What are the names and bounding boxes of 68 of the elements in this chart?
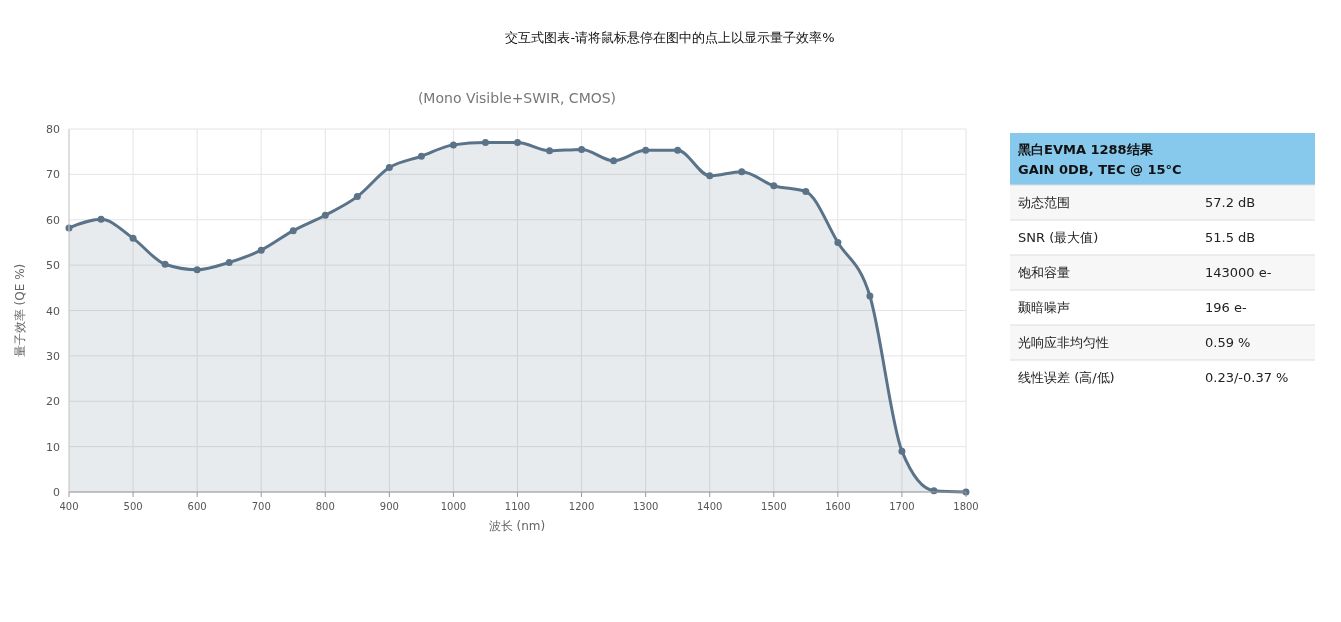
text: 196 e- (1205, 300, 1247, 315)
point (610, 157, 618, 165)
point (578, 145, 586, 153)
point (321, 211, 329, 219)
x-tick-label: 1700 (889, 501, 915, 512)
x-tick-label: 1600 (825, 501, 851, 512)
x-tick-label: 1000 (440, 501, 467, 512)
text: 0.59 % (1205, 335, 1251, 350)
x-axis-title: 波长 (nm) (488, 519, 546, 533)
x-tick-label: 400 (59, 501, 79, 512)
text: 143000 e- (1205, 265, 1272, 280)
text: 57.2 dB (1205, 195, 1256, 210)
point (770, 182, 778, 190)
x-tick-label: 700 (251, 501, 271, 512)
x-tick-label: 600 (187, 501, 207, 512)
point (129, 234, 137, 242)
text: 51.5 dB (1205, 230, 1256, 245)
point (481, 139, 489, 147)
x-tick-label: 900 (379, 501, 399, 512)
point (161, 260, 169, 268)
text: 饱和容量 (1017, 265, 1070, 280)
x-tick-label: 1100 (504, 501, 531, 512)
point (546, 147, 554, 155)
y-tick-label: 30 (46, 349, 60, 363)
x-tick-label: 1400 (696, 501, 723, 512)
text: 光响应非均匀性 (1018, 335, 1109, 350)
x-tick-label: 1300 (632, 501, 659, 512)
point (193, 266, 201, 274)
text: 线性误差 (高/低) (1018, 370, 1115, 385)
x-tick-label: 1500 (761, 501, 787, 512)
y-tick-label: 0 (53, 486, 60, 499)
y-tick-label: 10 (46, 440, 60, 454)
point (257, 246, 265, 254)
text: 颞暗噪声 (1018, 300, 1070, 315)
text: 0.23/-0.37 % (1205, 370, 1289, 385)
point (449, 141, 457, 149)
point (353, 193, 361, 201)
x-tick-label: 500 (123, 501, 143, 512)
text: SNR (最大值) (1018, 230, 1099, 245)
y-tick-label: 80 (46, 123, 60, 136)
point (642, 146, 650, 154)
x-tick-label: 800 (315, 501, 335, 512)
point (385, 164, 393, 172)
point (866, 292, 874, 300)
point (898, 447, 906, 455)
y-tick-label: 40 (46, 304, 60, 318)
text: 动态范围 (1018, 195, 1070, 210)
point (802, 188, 810, 196)
chart-title: 交互式图表-请将鼠标悬停在图中的点上以显示量子效率% (505, 30, 835, 45)
y-tick-label: 70 (46, 168, 60, 182)
point (738, 168, 746, 176)
y-axis-title: 量子效率 (QE %) (13, 263, 27, 358)
y-tick-label: 60 (46, 213, 60, 227)
point (706, 172, 714, 180)
x-tick-label: 1200 (568, 501, 595, 512)
text: 黑白EVMA 1288结果 (1017, 142, 1154, 157)
point (97, 215, 105, 223)
point (674, 146, 682, 154)
point (225, 258, 233, 266)
point (289, 227, 297, 235)
text: GAIN 0DB, TEC @ 15°C (1018, 162, 1182, 177)
y-tick-label: 50 (46, 259, 60, 273)
chart-subtitle: (Mono Visible+SWIR, CMOS) (417, 90, 617, 106)
x-tick-label: 1800 (953, 501, 979, 512)
point (514, 139, 521, 147)
point (417, 152, 425, 160)
y-tick-label: 20 (46, 395, 60, 409)
point (834, 238, 842, 246)
